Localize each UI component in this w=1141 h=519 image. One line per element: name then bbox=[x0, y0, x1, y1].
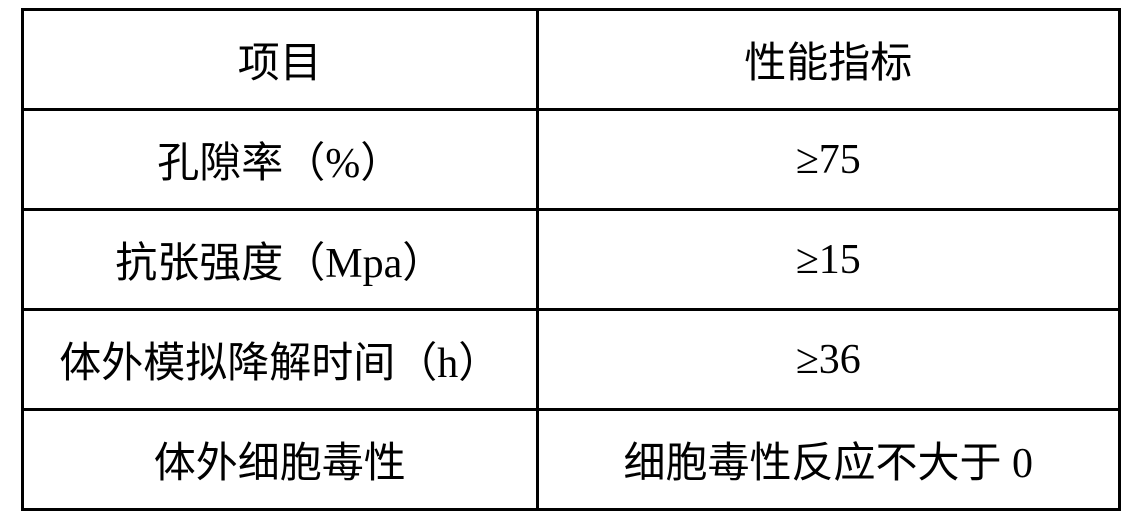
header-item: 项目 bbox=[22, 10, 538, 110]
table-row: 孔隙率（%） ≥75 bbox=[22, 110, 1119, 210]
spec-table: 项目 性能指标 孔隙率（%） ≥75 抗张强度（Mpa） ≥15 体外模拟降解时… bbox=[21, 8, 1121, 511]
cell-spec: ≥15 bbox=[538, 210, 1119, 310]
table-row: 项目 性能指标 bbox=[22, 10, 1119, 110]
cell-item: 体外细胞毒性 bbox=[22, 410, 538, 510]
cell-spec: 细胞毒性反应不大于 0 bbox=[538, 410, 1119, 510]
cell-item: 孔隙率（%） bbox=[22, 110, 538, 210]
spec-table-container: 项目 性能指标 孔隙率（%） ≥75 抗张强度（Mpa） ≥15 体外模拟降解时… bbox=[21, 8, 1121, 511]
table-row: 抗张强度（Mpa） ≥15 bbox=[22, 210, 1119, 310]
cell-item: 抗张强度（Mpa） bbox=[22, 210, 538, 310]
cell-item: 体外模拟降解时间（h） bbox=[22, 310, 538, 410]
cell-spec: ≥75 bbox=[538, 110, 1119, 210]
cell-spec: ≥36 bbox=[538, 310, 1119, 410]
header-spec: 性能指标 bbox=[538, 10, 1119, 110]
table-row: 体外模拟降解时间（h） ≥36 bbox=[22, 310, 1119, 410]
table-row: 体外细胞毒性 细胞毒性反应不大于 0 bbox=[22, 410, 1119, 510]
